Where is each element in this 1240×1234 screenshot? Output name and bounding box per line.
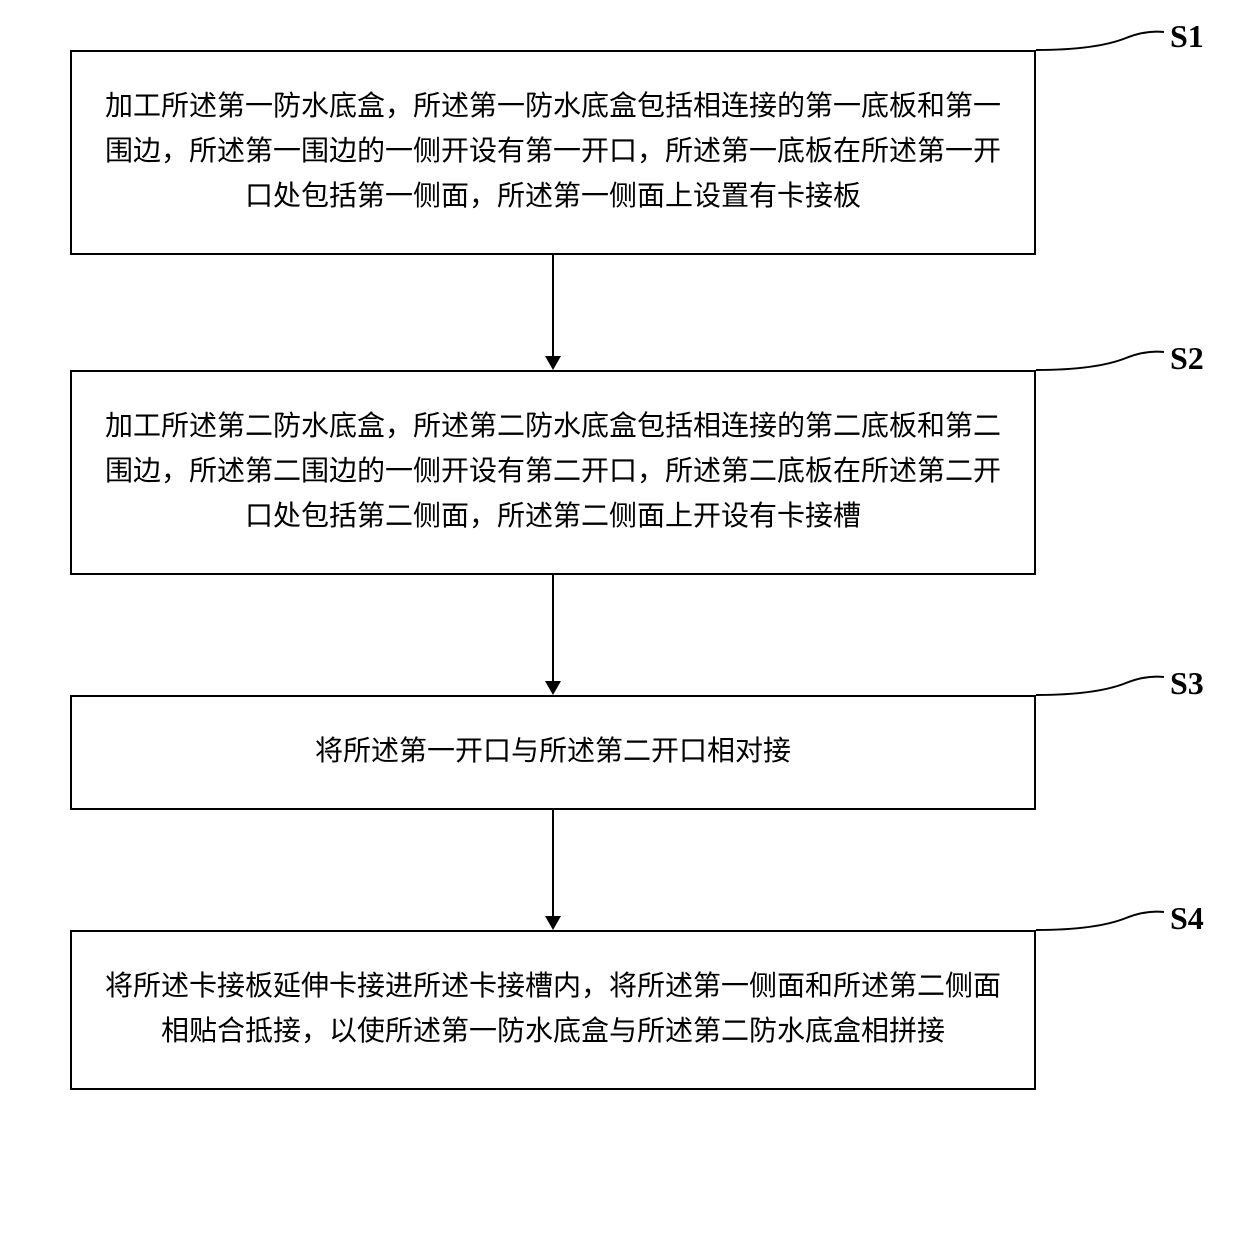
connector-s4 — [1036, 902, 1171, 942]
step-label-s2: S2 — [1170, 340, 1204, 377]
arrow-s1-s2-line — [552, 255, 554, 356]
step-s1-text: 加工所述第一防水底盒，所述第一防水底盒包括相连接的第一底板和第一围边，所述第一围… — [92, 85, 1014, 219]
arrow-s2-s3-head — [545, 681, 561, 695]
step-s3-text: 将所述第一开口与所述第二开口相对接 — [92, 730, 1014, 775]
connector-s1 — [1036, 20, 1171, 60]
arrow-s3-s4-head — [545, 916, 561, 930]
arrow-s3-s4-line — [552, 810, 554, 916]
connector-s3 — [1036, 667, 1171, 707]
step-label-s1: S1 — [1170, 18, 1204, 55]
step-box-s4: 将所述卡接板延伸卡接进所述卡接槽内，将所述第一侧面和所述第二侧面相贴合抵接，以使… — [70, 930, 1036, 1090]
step-s2-text: 加工所述第二防水底盒，所述第二防水底盒包括相连接的第二底板和第二围边，所述第二围… — [92, 405, 1014, 539]
step-label-s4: S4 — [1170, 900, 1204, 937]
arrow-s2-s3-line — [552, 575, 554, 681]
step-label-s3: S3 — [1170, 665, 1204, 702]
step-box-s2: 加工所述第二防水底盒，所述第二防水底盒包括相连接的第二底板和第二围边，所述第二围… — [70, 370, 1036, 575]
step-s4-text: 将所述卡接板延伸卡接进所述卡接槽内，将所述第一侧面和所述第二侧面相贴合抵接，以使… — [92, 965, 1014, 1055]
connector-s2 — [1036, 342, 1171, 382]
step-box-s3: 将所述第一开口与所述第二开口相对接 — [70, 695, 1036, 810]
flowchart-container: 加工所述第一防水底盒，所述第一防水底盒包括相连接的第一底板和第一围边，所述第一围… — [0, 0, 1240, 1234]
step-box-s1: 加工所述第一防水底盒，所述第一防水底盒包括相连接的第一底板和第一围边，所述第一围… — [70, 50, 1036, 255]
arrow-s1-s2-head — [545, 356, 561, 370]
